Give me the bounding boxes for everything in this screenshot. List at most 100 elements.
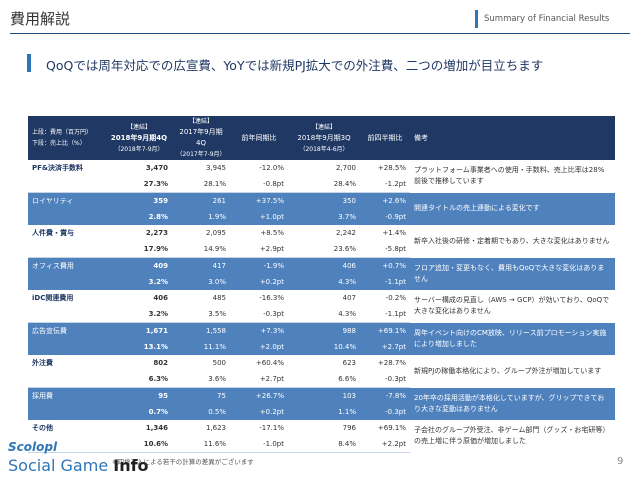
ratio-prev-year: 14.9% (172, 242, 230, 258)
row-note: 新規PJの稼働本格化により、グループ外注が増加しています (410, 355, 615, 388)
row-name: ロイヤリティ (28, 192, 106, 210)
value-prev-quarter: 623 (288, 355, 360, 372)
ratio-current: 17.9% (106, 242, 172, 258)
ratio-prev-year: 3.6% (172, 372, 230, 388)
table-row: PF&決済手数料 3,470 3,945 -12.0% 2,700 +28.5% プラットフ… (28, 160, 615, 193)
value-current: 802 (106, 355, 172, 372)
empty-cell (28, 372, 106, 388)
row-name: 人件費・賞与 (28, 225, 106, 242)
ratio-yoy: +0.2pt (230, 405, 288, 420)
value-prev-quarter: 2,242 (288, 225, 360, 242)
row-name: その他 (28, 420, 106, 437)
ratio-prev-quarter: 1.1% (288, 405, 360, 420)
header-tag: 【連結】 (188, 118, 213, 125)
value-qoq: -0.2% (360, 290, 410, 307)
logo-word-2: Info (113, 456, 149, 475)
ratio-prev-quarter: 4.3% (288, 275, 360, 290)
empty-cell (28, 242, 106, 258)
ratio-current: 0.7% (106, 405, 172, 420)
table-row-ratio: 27.3% 28.1% -0.8pt 28.4% -1.2pt (28, 177, 615, 193)
row-note: 開連タイトルの売上連動による変化です (410, 192, 615, 225)
value-current: 1,671 (106, 322, 172, 340)
header-col-current: 【連結】 2018年9月期4Q （2018年7-9月） (106, 116, 172, 160)
table-row-ratio: 6.3% 3.6% +2.7pt 6.6% -0.3pt (28, 372, 615, 388)
empty-cell (28, 275, 106, 290)
value-prev-year: 261 (172, 192, 230, 210)
header-label-cell: 上段：費用（百万円） 下段：売上比（%） (28, 116, 106, 160)
ratio-current: 2.8% (106, 210, 172, 225)
value-qoq: +28.7% (360, 355, 410, 372)
header-col-yoy: 前年同期比 (230, 116, 288, 160)
value-yoy: -16.3% (230, 290, 288, 307)
table-row: 人件費・賞与 2,273 2,095 +8.5% 2,242 +1.4% 新卒入社後の研修・… (28, 225, 615, 258)
ratio-qoq: -0.3pt (360, 372, 410, 388)
ratio-qoq: +2.7pt (360, 340, 410, 355)
title-divider (10, 33, 630, 34)
row-name: オフィス費用 (28, 257, 106, 275)
value-prev-year: 1,558 (172, 322, 230, 340)
ratio-current: 27.3% (106, 177, 172, 193)
table-row: 採用費 95 75 +26.7% 103 -7.8% 20年卒の採用活動が本格化していますが… (28, 387, 615, 420)
page-number: 9 (617, 456, 624, 467)
table-row-ratio: 2.8% 1.9% +1.0pt 3.7% -0.9pt (28, 210, 615, 225)
ratio-current: 6.3% (106, 372, 172, 388)
header-col-prev-year: 【連結】 2017年9月期4Q （2017年7-9月） (172, 116, 230, 160)
value-current: 3,470 (106, 160, 172, 177)
summary-text: Summary of Financial Results (484, 14, 610, 24)
logo: Social Game Info (8, 456, 149, 475)
row-name: 採用費 (28, 387, 106, 405)
value-prev-quarter: 407 (288, 290, 360, 307)
header-label-line2: 下段：売上比（%） (32, 140, 86, 147)
value-yoy: +37.5% (230, 192, 288, 210)
ratio-yoy: +2.0pt (230, 340, 288, 355)
table-row: iDC関連費用 406 485 -16.3% 407 -0.2% サーバー構成の見直し（AW… (28, 290, 615, 323)
value-prev-year: 2,095 (172, 225, 230, 242)
value-current: 2,273 (106, 225, 172, 242)
ratio-current: 10.6% (106, 437, 172, 453)
summary-label: Summary of Financial Results (475, 10, 609, 28)
table-row: 外注費 802 500 +60.4% 623 +28.7% 新規PJの稼働本格化により、グル… (28, 355, 615, 388)
value-current: 95 (106, 387, 172, 405)
value-prev-quarter: 406 (288, 257, 360, 275)
value-yoy: -1.9% (230, 257, 288, 275)
table-row: 広告宣伝費 1,671 1,558 +7.3% 988 +69.1% 周年イベント向けのCM… (28, 322, 615, 355)
value-current: 406 (106, 290, 172, 307)
value-qoq: +0.7% (360, 257, 410, 275)
value-qoq: -7.8% (360, 387, 410, 405)
ratio-prev-year: 11.6% (172, 437, 230, 453)
header-title: 2018年9月期3Q (297, 133, 351, 142)
ratio-prev-year: 28.1% (172, 177, 230, 193)
ratio-qoq: -1.2pt (360, 177, 410, 193)
table-row: オフィス費用 409 417 -1.9% 406 +0.7% フロア追加・変更もなく、費用も… (28, 257, 615, 290)
row-note: 子会社のグループ外受注、非ゲーム部門（グッズ・お宅研等）の売上増に伴う原価が増加… (410, 420, 615, 453)
ratio-prev-year: 3.0% (172, 275, 230, 290)
row-note: 新卒入社後の研修・定着期でもあり、大きな変化はありません (410, 225, 615, 258)
summary-accent-bar (475, 10, 478, 28)
value-yoy: -12.0% (230, 160, 288, 177)
value-prev-quarter: 2,700 (288, 160, 360, 177)
header-title: 2017年9月期4Q (179, 128, 223, 147)
table-body: PF&決済手数料 3,470 3,945 -12.0% 2,700 +28.5% プラットフ… (28, 160, 615, 453)
value-prev-year: 500 (172, 355, 230, 372)
header-col-notes: 備考 (410, 116, 615, 160)
ratio-prev-quarter: 8.4% (288, 437, 360, 453)
header-sub: （2018年7-9月） (114, 145, 164, 153)
ratio-prev-quarter: 28.4% (288, 177, 360, 193)
ratio-yoy: +1.0pt (230, 210, 288, 225)
header-title: 2018年9月期4Q (110, 133, 168, 142)
ratio-prev-year: 3.5% (172, 307, 230, 323)
ratio-yoy: -1.0pt (230, 437, 288, 453)
row-note: 周年イベント向けのCM放映、リリース前プロモーション実施により増加しました (410, 322, 615, 355)
header-tag: 【連結】 (311, 123, 336, 131)
page-title: 費用解説 (10, 10, 71, 28)
table-row-ratio: 3.2% 3.5% -0.3pt 4.3% -1.1pt (28, 307, 615, 323)
value-yoy: +7.3% (230, 322, 288, 340)
value-yoy: -17.1% (230, 420, 288, 437)
expense-table: 上段：費用（百万円） 下段：売上比（%） 【連結】 2018年9月期4Q （20… (28, 116, 615, 453)
ratio-qoq: +2.2pt (360, 437, 410, 453)
ratio-qoq: -0.3pt (360, 405, 410, 420)
value-prev-year: 485 (172, 290, 230, 307)
ratio-yoy: +2.9pt (230, 242, 288, 258)
table-row-ratio: 10.6% 11.6% -1.0pt 8.4% +2.2pt (28, 437, 615, 453)
value-current: 409 (106, 257, 172, 275)
